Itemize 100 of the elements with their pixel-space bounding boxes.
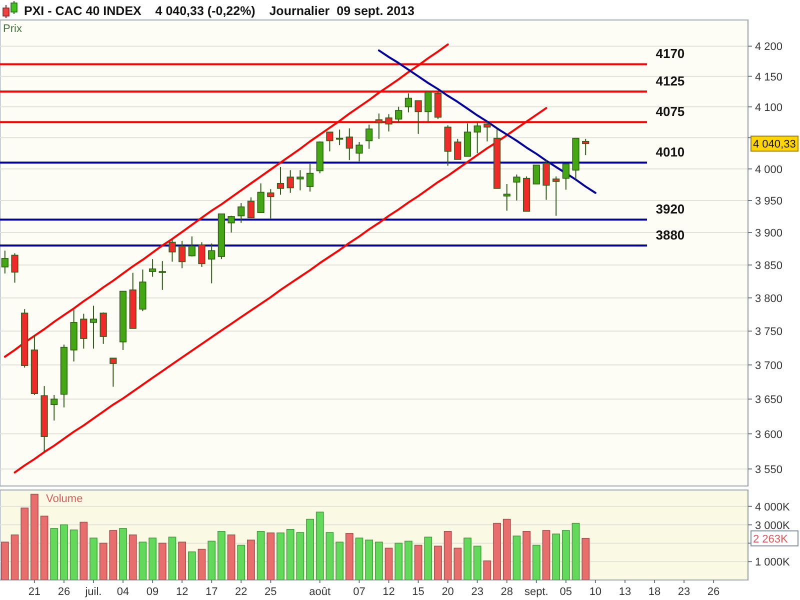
x-tick-label: 25 bbox=[264, 586, 277, 598]
bar bbox=[178, 542, 186, 580]
y-tick-label: 1 000K bbox=[755, 556, 791, 569]
candlestick bbox=[168, 239, 176, 262]
x-tick-label: 23 bbox=[678, 586, 690, 598]
bar bbox=[256, 531, 265, 580]
y-tick-label: 3 000K bbox=[755, 520, 791, 532]
bar bbox=[374, 542, 383, 580]
candlestick bbox=[208, 243, 216, 284]
candlestick bbox=[158, 260, 166, 290]
candlestick bbox=[552, 176, 560, 216]
bar bbox=[582, 538, 590, 580]
y-tick-label: 4 000K bbox=[755, 501, 791, 514]
candlestick bbox=[424, 92, 432, 122]
candlestick bbox=[267, 188, 274, 219]
bar bbox=[0, 542, 9, 580]
bar bbox=[247, 540, 255, 580]
x-tick-label: 13 bbox=[618, 586, 632, 598]
bar bbox=[512, 536, 521, 580]
y-tick-label: 3 750 bbox=[755, 326, 783, 338]
x-tick-label: 20 bbox=[442, 586, 454, 598]
x-tick-label: 05 bbox=[560, 586, 572, 598]
bar bbox=[562, 530, 570, 580]
x-tick-label: 28 bbox=[500, 586, 513, 598]
y-tick-label: 3 650 bbox=[755, 394, 783, 406]
x-tick-label: 12 bbox=[382, 586, 395, 598]
bar bbox=[394, 542, 403, 580]
bar bbox=[20, 508, 29, 580]
candlestick bbox=[306, 163, 314, 192]
candlestick bbox=[188, 236, 196, 257]
candlestick bbox=[149, 258, 156, 278]
x-tick-label: 04 bbox=[116, 586, 130, 598]
bar bbox=[80, 522, 88, 580]
bar bbox=[90, 538, 98, 580]
bar bbox=[424, 536, 432, 580]
candlestick bbox=[454, 138, 462, 160]
bar bbox=[434, 546, 442, 580]
candlestick bbox=[198, 242, 206, 268]
bar bbox=[266, 532, 275, 580]
candlestick bbox=[532, 164, 540, 184]
text: 2 263K bbox=[753, 533, 789, 546]
bar bbox=[218, 531, 226, 580]
x-tick-label: 22 bbox=[235, 586, 248, 598]
bar bbox=[404, 540, 412, 580]
bar bbox=[473, 546, 482, 580]
y-tick-label: 4 100 bbox=[755, 102, 783, 114]
bar bbox=[316, 512, 324, 580]
bar bbox=[198, 548, 206, 580]
candlestick bbox=[247, 196, 255, 218]
candlestick bbox=[257, 182, 264, 214]
bar bbox=[148, 538, 156, 580]
bar bbox=[326, 532, 334, 580]
y-tick-label: 3 600 bbox=[755, 428, 783, 441]
x-tick-label: juil. bbox=[84, 586, 102, 598]
bar bbox=[40, 516, 48, 580]
candlestick bbox=[395, 106, 402, 124]
y-tick-label: 4 150 bbox=[755, 71, 783, 84]
x-tick-label: 09 bbox=[146, 586, 159, 598]
bar bbox=[572, 522, 580, 580]
candlestick bbox=[286, 170, 294, 194]
y-tick-label: 3 850 bbox=[755, 260, 783, 272]
bar bbox=[532, 544, 540, 580]
x-tick-label: 21 bbox=[28, 586, 41, 598]
bar bbox=[237, 544, 246, 580]
bar bbox=[276, 532, 284, 580]
ref-line-label: 3920 bbox=[656, 202, 685, 217]
candlestick bbox=[414, 100, 422, 134]
x-tick-label: 10 bbox=[589, 586, 602, 598]
y-tick-label: 3 800 bbox=[755, 292, 783, 305]
candlestick bbox=[296, 170, 304, 191]
candlestick bbox=[375, 113, 382, 140]
bar bbox=[493, 522, 501, 580]
bar bbox=[119, 528, 127, 580]
bar bbox=[542, 530, 550, 580]
candlestick bbox=[178, 240, 186, 269]
candlestick bbox=[404, 92, 412, 113]
x-tick-label: 15 bbox=[412, 586, 424, 598]
candlestick bbox=[326, 132, 334, 152]
bar bbox=[70, 530, 78, 580]
bar bbox=[168, 536, 176, 580]
bar bbox=[483, 560, 492, 580]
ref-line-label: 4170 bbox=[656, 46, 685, 62]
chart-title: PXI - CAC 40 INDEX 4 040,33 (-0,22%) Journalier 09 sept. 2013 bbox=[24, 4, 414, 18]
y-tick-label: 4 200 bbox=[755, 41, 783, 54]
bar bbox=[522, 531, 530, 580]
bar bbox=[188, 551, 196, 580]
candlestick bbox=[474, 122, 481, 154]
y-axis-title: Prix bbox=[3, 23, 22, 35]
y-axis-title: Volume bbox=[46, 493, 83, 505]
candlestick bbox=[366, 124, 373, 150]
y-tick-label: 4 000 bbox=[755, 164, 783, 176]
candlestick bbox=[80, 313, 88, 350]
y-tick-label: 3 900 bbox=[755, 228, 783, 240]
candlestick bbox=[542, 160, 550, 200]
ref-line-label: 4125 bbox=[656, 74, 685, 89]
x-tick-label: 26 bbox=[707, 586, 720, 598]
x-tick-label: sept. bbox=[524, 586, 548, 598]
bar bbox=[208, 540, 216, 580]
candlestick bbox=[582, 138, 590, 156]
y-tick-label: 3 550 bbox=[755, 464, 783, 476]
